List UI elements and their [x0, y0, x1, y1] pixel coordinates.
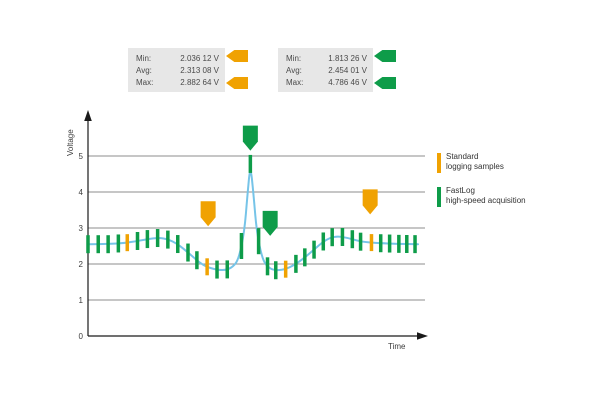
stat-value-avg: 2.313 08 V [180, 66, 219, 76]
stat-label-avg: Avg: [136, 66, 152, 76]
legend-item-fastlog: FastLog high-speed acquisition [437, 186, 526, 207]
fastlog-sample-tick [303, 248, 307, 267]
fastlog-sample-tick [116, 234, 121, 253]
y-tick-label: 3 [79, 224, 84, 233]
legend-label: Standard logging samples [446, 152, 504, 172]
fastlog-sample-arrow-icon [262, 210, 278, 236]
stat-label-avg: Avg: [286, 66, 302, 76]
standard-sample-tick [205, 258, 209, 276]
stat-value-max: 4.786 46 V [328, 78, 367, 88]
standard-sample-tick [369, 234, 374, 252]
fastlog-sample-tick [330, 228, 334, 247]
stat-label-max: Max: [136, 78, 154, 88]
y-tick-label: 4 [79, 188, 84, 197]
fastlog-sample-tick [225, 260, 230, 279]
fastlog-sample-tick [413, 235, 417, 254]
stat-value-avg: 2.454 01 V [328, 66, 367, 76]
fastlog-stats-box: Min: 1.813 26 V Avg: 2.454 01 V Max: 4.7… [278, 48, 373, 92]
stat-value-min: 1.813 26 V [328, 54, 367, 63]
stat-row: Avg: 2.313 08 V [136, 65, 219, 77]
fastlog-sample-tick [96, 235, 100, 254]
signal-curve [87, 170, 419, 272]
fastlog-sample-tick [186, 243, 190, 262]
fastlog-sample-tick [358, 232, 363, 251]
fastlog-sample-tick [387, 234, 392, 253]
fastlog-sample-tick [274, 261, 278, 280]
left-arrow-icon [226, 77, 248, 89]
fastlog-sample-tick [166, 230, 170, 249]
fastlog-sample-tick [215, 260, 219, 279]
left-arrow-icon [226, 50, 248, 62]
stat-label-min: Min: [136, 54, 152, 63]
stat-value-max: 2.882 64 V [180, 78, 219, 88]
fastlog-sample-tick [350, 230, 355, 249]
fastlog-sample-tick [155, 229, 160, 248]
fastlog-sample-tick [248, 154, 253, 173]
left-arrow-icon [374, 50, 396, 62]
fastlog-sample-tick [106, 235, 110, 254]
fastlog-sample-tick [265, 257, 270, 276]
stat-row: Min: 1.813 26 V [286, 53, 367, 65]
stat-label-max: Max: [286, 78, 304, 88]
y-tick-label: 2 [79, 260, 84, 269]
standard-stats-box: Min: 2.036 12 V Avg: 2.313 08 V Max: 2.8… [128, 48, 225, 92]
stat-row: Max: 4.786 46 V [286, 77, 367, 89]
legend-line: logging samples [446, 162, 504, 171]
stat-value-min: 2.036 12 V [180, 54, 219, 63]
fastlog-sample-tick [86, 235, 90, 254]
fastlog-peak-arrow-icon [242, 125, 258, 151]
x-axis-label: Time [388, 342, 406, 351]
legend-line: Standard [446, 152, 479, 161]
y-tick-label: 0 [79, 332, 84, 341]
y-axis-label: Voltage [66, 129, 75, 156]
fastlog-sample-tick [378, 234, 383, 253]
fastlog-sample-tick [340, 227, 345, 246]
stat-row: Avg: 2.454 01 V [286, 65, 367, 77]
standard-sample-tick [125, 234, 130, 252]
y-axis-arrow-icon [84, 110, 92, 121]
legend-line: high-speed acquisition [446, 196, 526, 205]
standard-sample-arrow-right-icon [362, 189, 378, 215]
fastlog-sample-tick [294, 254, 298, 273]
fastlog-sample-tick [256, 228, 261, 255]
fastlog-sample-tick [135, 231, 140, 250]
stat-label-min: Min: [286, 54, 302, 63]
y-tick-label: 5 [79, 152, 84, 161]
legend-item-standard: Standard logging samples [437, 152, 504, 173]
stat-row: Min: 2.036 12 V [136, 53, 219, 65]
fastlog-sample-tick [397, 234, 401, 253]
fastlog-sample-tick [145, 230, 150, 249]
legend-label: FastLog high-speed acquisition [446, 186, 526, 206]
fastlog-sample-tick [239, 233, 244, 259]
fastlog-color-swatch [437, 187, 441, 207]
standard-sample-tick [283, 260, 288, 278]
left-arrow-icon [374, 77, 396, 89]
fastlog-sample-tick [321, 232, 326, 251]
legend-line: FastLog [446, 186, 475, 195]
fastlog-sample-tick [312, 240, 316, 259]
y-tick-label: 1 [79, 296, 84, 305]
fastlog-sample-tick [195, 251, 199, 270]
fastlog-sample-tick [176, 235, 180, 254]
x-axis-arrow-icon [417, 332, 428, 340]
standard-color-swatch [437, 153, 441, 173]
standard-sample-arrow-left-icon [200, 201, 216, 227]
stat-row: Max: 2.882 64 V [136, 77, 219, 89]
fastlog-sample-tick [405, 234, 409, 253]
